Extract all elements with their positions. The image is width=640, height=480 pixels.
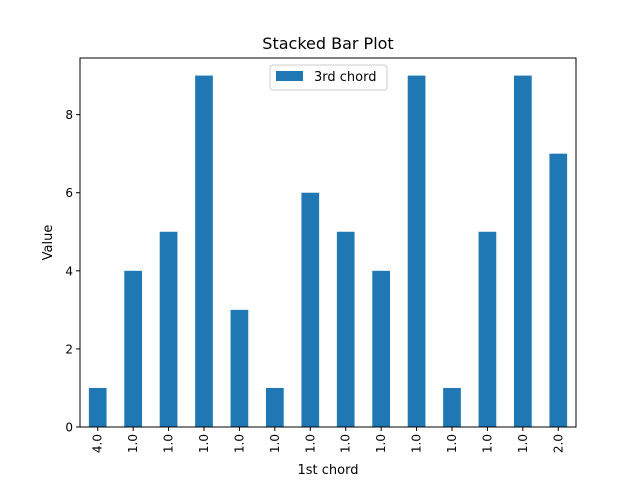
bar-13: [514, 75, 532, 427]
x-tick-label: 1.0: [197, 434, 211, 453]
legend-label: 3rd chord: [314, 70, 376, 85]
bar-12: [478, 231, 497, 427]
x-tick-label: 1.0: [480, 434, 494, 453]
plot-frame: [79, 57, 577, 428]
y-tick-label: 2: [65, 342, 73, 356]
bar-4: [195, 75, 213, 427]
legend: 3rd chord: [269, 64, 388, 91]
y-tick-label: 6: [65, 186, 73, 200]
y-axis-ticks: 0 2 4 6 8: [65, 108, 80, 435]
x-tick-label: 1.0: [162, 434, 176, 453]
y-tick-label: 8: [65, 108, 73, 122]
x-tick-label: 1.0: [303, 434, 317, 453]
x-axis-label: 1st chord: [298, 463, 359, 478]
x-tick-label: 2.0: [551, 434, 565, 453]
bar-6: [266, 387, 284, 427]
bar-1: [88, 387, 107, 427]
y-tick-label: 0: [65, 421, 73, 435]
x-tick-label: 1.0: [268, 434, 282, 453]
bar-7: [301, 192, 320, 427]
x-tick-label: 1.0: [232, 434, 246, 453]
bar-11: [443, 387, 461, 427]
bar-3: [159, 231, 178, 427]
x-tick-label: 1.0: [126, 434, 140, 453]
chart-title: Stacked Bar Plot: [262, 34, 393, 53]
x-tick-label: 4.0: [91, 434, 105, 453]
y-tick-label: 4: [65, 264, 73, 278]
bar-2: [124, 270, 142, 427]
x-tick-label: 1.0: [374, 434, 388, 453]
y-axis-label: Value: [41, 225, 56, 261]
bar-14: [549, 153, 568, 428]
bar-9: [372, 270, 390, 427]
bar-8: [336, 231, 355, 427]
x-tick-label: 1.0: [445, 434, 459, 453]
bar-5: [230, 309, 249, 427]
x-tick-label: 1.0: [516, 434, 530, 453]
x-tick-label: 1.0: [410, 434, 424, 453]
bar-10: [407, 75, 426, 427]
legend-swatch: [276, 71, 303, 81]
x-tick-label: 1.0: [339, 434, 353, 453]
x-axis-ticks: 4.0 1.0 1.0 1.0 1.0 1.0 1.0 1.0 1.0 1.0 1.0 1.0 1.0 2…: [91, 427, 565, 453]
bars-group: [88, 75, 568, 428]
